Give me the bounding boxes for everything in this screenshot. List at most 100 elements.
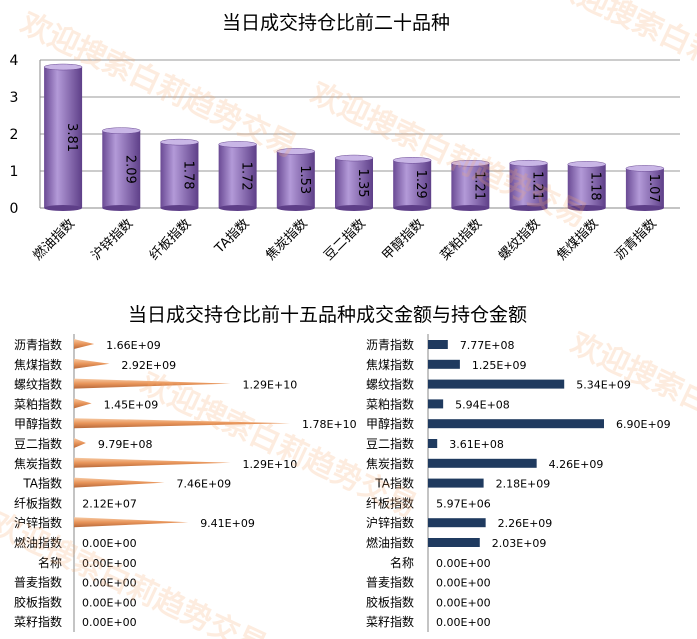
bar-base (44, 205, 83, 211)
cone-bar (74, 358, 110, 369)
category-label: 菜粕指数 (366, 396, 414, 411)
data-label: 1.53 (297, 165, 312, 194)
bar (428, 538, 480, 547)
bar (625, 168, 664, 208)
bar-top (43, 63, 83, 71)
bar (509, 163, 548, 208)
bar (393, 160, 432, 208)
category-label: 豆二指数 (366, 436, 414, 451)
x-tick-label: 沪锌指数 (88, 216, 136, 264)
data-label: 2.26E+09 (498, 517, 553, 530)
category-label: 沥青指数 (14, 337, 62, 352)
bar-base (625, 205, 664, 211)
bar-base (509, 205, 548, 211)
data-label: 1.45E+09 (104, 398, 159, 411)
bar-top (509, 159, 548, 167)
bar (567, 164, 606, 208)
data-label: 5.97E+06 (436, 497, 491, 510)
data-label: 1.29E+10 (243, 379, 298, 392)
data-label: 4.26E+09 (549, 458, 604, 471)
data-label: 7.46E+09 (177, 478, 232, 491)
data-label: 3.81 (64, 123, 79, 152)
bar-base (160, 205, 199, 211)
data-label: 0.00E+00 (82, 596, 137, 609)
data-label: 0.00E+00 (436, 596, 491, 609)
data-label: 2.92E+09 (121, 359, 176, 372)
bar-top (392, 157, 432, 164)
data-label: 0.00E+00 (82, 616, 137, 629)
bar (428, 458, 537, 468)
data-label: 1.29E+10 (243, 458, 298, 471)
category-label: 胶板指数 (14, 594, 62, 609)
bar-base (335, 205, 373, 211)
data-label: 1.29 (413, 170, 428, 199)
bar-base (451, 205, 490, 211)
category-label: 螺纹指数 (366, 377, 414, 392)
x-tick-label: 沥青指数 (612, 216, 659, 263)
bar (451, 163, 490, 208)
bar-base (276, 205, 315, 211)
bar (428, 340, 448, 349)
bar (102, 130, 141, 208)
x-tick-label: 纤板指数 (147, 216, 194, 263)
cone-bar (74, 517, 189, 528)
bar-top (160, 138, 199, 146)
bar (428, 478, 484, 488)
category-label: 燃油指数 (14, 535, 62, 550)
cone-bar (74, 457, 231, 468)
category-label: 沪锌指数 (366, 515, 414, 530)
data-label: 0.00E+00 (82, 537, 137, 550)
cone-bar (74, 438, 86, 448)
data-label: 1.66E+09 (106, 339, 161, 352)
x-tick-label: 焦炭指数 (263, 216, 310, 263)
data-label: 0.00E+00 (82, 557, 137, 570)
bar-top (276, 148, 316, 155)
data-label: 2.12E+07 (82, 497, 137, 510)
bar (160, 142, 199, 208)
x-tick-label: TA指数 (212, 216, 253, 257)
category-label: 菜籽指数 (366, 614, 414, 629)
category-label: 普麦指数 (14, 575, 62, 590)
data-label: 5.34E+09 (576, 379, 631, 392)
data-label: 9.41E+09 (200, 517, 255, 530)
category-label: TA指数 (22, 476, 62, 491)
bar-base (102, 205, 141, 211)
data-label: 3.61E+08 (449, 438, 504, 451)
bottom-chart-title: 当日成交持仓比前十五品种成交金额与持仓金额 (128, 304, 528, 326)
bar (276, 151, 315, 208)
cone-bar (74, 398, 92, 409)
bar (44, 67, 83, 208)
category-label: 沪锌指数 (14, 515, 62, 530)
bar (428, 379, 565, 389)
bar-base (218, 205, 257, 211)
cone-bar (74, 477, 165, 488)
top-chart-title: 当日成交持仓比前二十品种 (222, 12, 451, 34)
data-label: 7.77E+08 (460, 339, 515, 352)
x-tick-label: 螺纹指数 (496, 216, 543, 263)
category-label: 螺纹指数 (14, 377, 62, 392)
category-label: 焦煤指数 (366, 357, 414, 372)
data-label: 0.00E+00 (436, 557, 491, 570)
y-tick-label: 4 (10, 53, 19, 69)
category-label: 胶板指数 (366, 594, 414, 609)
data-label: 1.72 (239, 162, 254, 191)
bar (218, 144, 257, 208)
category-label: 甲醇指数 (14, 416, 62, 431)
data-label: 0.00E+00 (82, 577, 137, 590)
bar (428, 399, 444, 409)
bar-top (102, 127, 141, 134)
y-tick-label: 0 (10, 201, 19, 217)
category-label: 纤板指数 (14, 495, 62, 510)
data-label: 1.25E+09 (472, 359, 527, 372)
bar (428, 518, 486, 528)
bar-top (451, 159, 490, 167)
category-label: TA指数 (374, 476, 414, 491)
category-label: 焦炭指数 (366, 456, 414, 471)
category-label: 焦煤指数 (14, 357, 62, 372)
x-tick-label: 焦煤指数 (554, 216, 601, 263)
bar (428, 419, 604, 429)
category-label: 焦炭指数 (14, 456, 62, 471)
bar (335, 158, 373, 208)
